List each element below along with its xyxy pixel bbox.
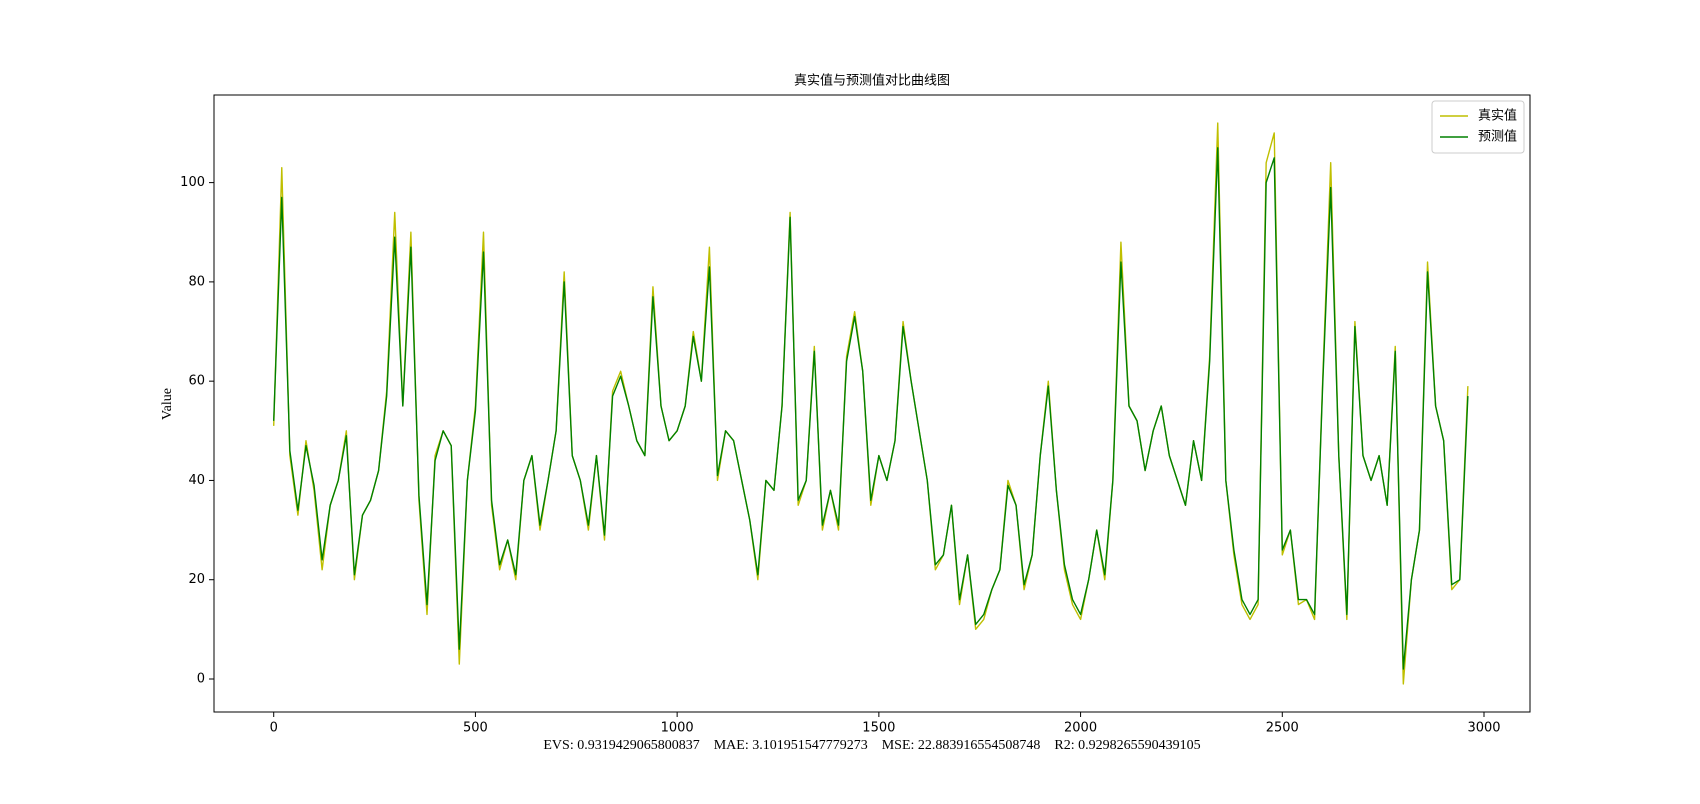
x-tick-label: 500 bbox=[463, 721, 488, 736]
legend-box bbox=[1431, 100, 1525, 154]
x-tick-label: 1500 bbox=[862, 721, 895, 736]
series-line bbox=[273, 147, 1469, 670]
y-tick-label: 20 bbox=[188, 572, 205, 587]
plot-frame bbox=[213, 94, 1531, 713]
x-tick-label: 1000 bbox=[661, 721, 694, 736]
y-tick-label: 100 bbox=[180, 175, 205, 190]
y-tick-label: 0 bbox=[197, 671, 205, 686]
x-tick-label: 2500 bbox=[1266, 721, 1299, 736]
y-tick-label: 80 bbox=[188, 274, 205, 289]
chart-title: 真实值与预测值对比曲线图 bbox=[794, 73, 950, 89]
legend-label: 预测值 bbox=[1478, 129, 1517, 145]
legend-label: 真实值 bbox=[1478, 108, 1517, 124]
x-tick-label: 3000 bbox=[1467, 721, 1500, 736]
x-axis-label: EVS: 0.9319429065800837 MAE: 3.101951547… bbox=[543, 738, 1200, 753]
y-tick-label: 40 bbox=[188, 473, 205, 488]
y-axis-label: Value bbox=[160, 388, 175, 420]
y-tick-label: 60 bbox=[188, 374, 205, 389]
x-tick-label: 2000 bbox=[1064, 721, 1097, 736]
x-tick-label: 0 bbox=[270, 721, 278, 736]
